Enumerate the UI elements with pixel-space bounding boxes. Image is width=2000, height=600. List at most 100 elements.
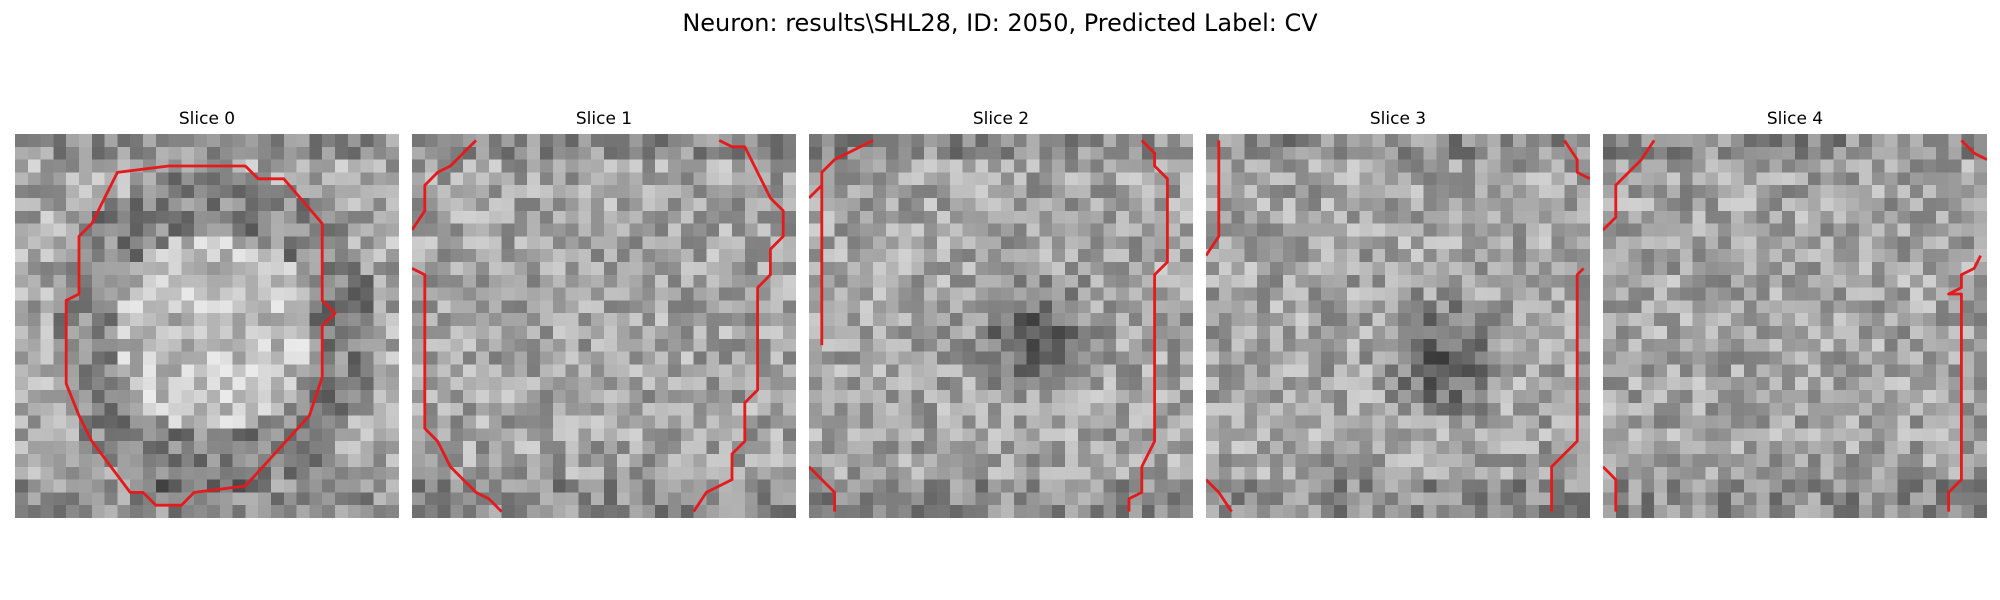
pixel-cell (1052, 172, 1066, 186)
pixel-cell (104, 377, 118, 391)
pixel-cell (476, 492, 490, 506)
pixel-cell (540, 262, 554, 276)
pixel-cell (194, 262, 208, 276)
pixel-cell (1090, 300, 1104, 314)
pixel-cell (1731, 466, 1745, 480)
pixel-cell (117, 492, 131, 506)
pixel-cell (911, 185, 925, 199)
pixel-cell (1743, 351, 1757, 365)
pixel-cell (386, 313, 399, 327)
pixel-cell (1398, 159, 1412, 173)
pixel-cell (1141, 402, 1155, 416)
pixel-cell (1026, 415, 1040, 429)
pixel-cell (1654, 287, 1668, 301)
pixel-cell (591, 249, 605, 263)
pixel-cell (578, 364, 592, 378)
pixel-cell (1065, 466, 1079, 480)
pixel-cell (258, 274, 272, 288)
pixel-cell (1667, 134, 1681, 148)
pixel-cell (1961, 364, 1975, 378)
pixel-cell (117, 134, 131, 148)
pixel-cell (1564, 377, 1578, 391)
pixel-cell (1679, 198, 1693, 212)
pixel-cell (885, 210, 899, 224)
pixel-cell (847, 172, 861, 186)
pixel-cell (1282, 313, 1296, 327)
pixel-cell (40, 210, 54, 224)
pixel-cell (1846, 223, 1860, 237)
pixel-cell (181, 338, 195, 352)
pixel-cell (1282, 441, 1296, 455)
pixel-cell (347, 146, 361, 160)
pixel-cell (1526, 210, 1540, 224)
pixel-cell (1667, 351, 1681, 365)
pixel-cell (604, 415, 618, 429)
pixel-cell (1513, 223, 1527, 237)
pixel-cell (1039, 249, 1053, 263)
pixel-cell (347, 492, 361, 506)
pixel-cell (1167, 210, 1181, 224)
pixel-cell (937, 454, 951, 468)
pixel-cell (1026, 185, 1040, 199)
pixel-cell (1807, 313, 1821, 327)
pixel-cell (1641, 492, 1655, 506)
pixel-cell (1462, 185, 1476, 199)
pixel-cell (1859, 326, 1873, 340)
pixel-cell (1705, 300, 1719, 314)
pixel-cell (1551, 338, 1565, 352)
pixel-cell (1295, 159, 1309, 173)
pixel-cell (1603, 441, 1617, 455)
pixel-cell (373, 236, 387, 250)
pixel-cell (860, 210, 874, 224)
pixel-cell (1961, 351, 1975, 365)
pixel-cell (463, 262, 477, 276)
pixel-cell (1807, 249, 1821, 263)
pixel-cell (744, 351, 758, 365)
pixel-cell (501, 492, 515, 506)
pixel-cell (79, 210, 93, 224)
pixel-cell (540, 198, 554, 212)
pixel-cell (1974, 364, 1987, 378)
pixel-cell (988, 274, 1002, 288)
pixel-cell (1846, 454, 1860, 468)
pixel-cell (1321, 441, 1335, 455)
pixel-cell (450, 505, 464, 518)
pixel-cell (1103, 159, 1117, 173)
pixel-cell (578, 377, 592, 391)
pixel-cell (386, 402, 399, 416)
pixel-cell (1474, 210, 1488, 224)
pixel-cell (1090, 185, 1104, 199)
pixel-cell (168, 402, 182, 416)
pixel-cell (15, 223, 29, 237)
pixel-cell (783, 185, 796, 199)
pixel-cell (949, 402, 963, 416)
pixel-cell (1935, 402, 1949, 416)
pixel-cell (1551, 146, 1565, 160)
pixel-cell (1359, 236, 1373, 250)
pixel-cell (79, 492, 93, 506)
pixel-cell (1398, 402, 1412, 416)
pixel-cell (258, 505, 272, 518)
pixel-cell (1346, 287, 1360, 301)
pixel-cell (1577, 249, 1590, 263)
pixel-cell (834, 172, 848, 186)
pixel-cell (476, 313, 490, 327)
pixel-cell (1795, 402, 1809, 416)
pixel-cell (975, 185, 989, 199)
pixel-cell (1462, 402, 1476, 416)
pixel-cell (732, 351, 746, 365)
pixel-cell (616, 351, 630, 365)
pixel-cell (1961, 223, 1975, 237)
pixel-cell (1692, 492, 1706, 506)
pixel-cell (540, 274, 554, 288)
pixel-cell (1487, 377, 1501, 391)
pixel-cell (1731, 402, 1745, 416)
pixel-cell (117, 351, 131, 365)
pixel-cell (245, 146, 259, 160)
pixel-cell (898, 505, 912, 518)
pixel-cell (1423, 441, 1437, 455)
pixel-cell (1718, 441, 1732, 455)
pixel-cell (1385, 390, 1399, 404)
pixel-cell (1871, 338, 1885, 352)
pixel-cell (1603, 479, 1617, 493)
